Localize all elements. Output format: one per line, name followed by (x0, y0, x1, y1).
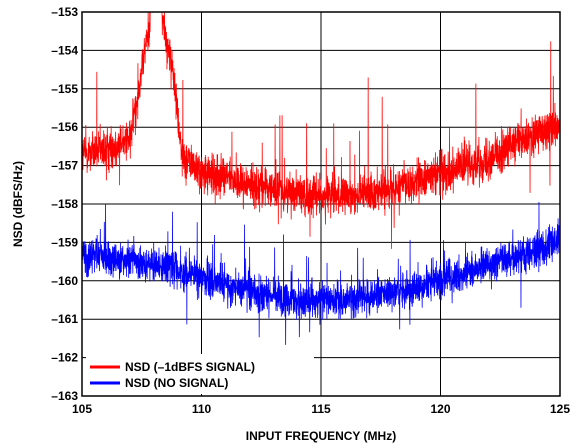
x-tick-label: 105 (72, 402, 92, 416)
y-tick-label: –160 (51, 274, 78, 288)
y-tick-label: –157 (51, 159, 78, 173)
y-tick-label: –153 (51, 5, 78, 19)
x-tick-label: 120 (430, 402, 450, 416)
legend-label-signal: NSD (–1dBFS SIGNAL) (125, 360, 255, 374)
y-tick-labels: –163 –162 –161 –160 –159 –158 –157 –156 –155 –154… (51, 5, 78, 403)
grid-lines (82, 12, 560, 396)
x-tick-label: 115 (311, 402, 331, 416)
y-axis-title: NSD (dBFS/Hz) (11, 161, 25, 247)
legend: NSD (–1dBFS SIGNAL) NSD (NO SIGNAL) (86, 354, 314, 394)
y-tick-label: –159 (51, 235, 78, 249)
y-tick-label: –154 (51, 43, 78, 57)
x-tick-labels: 105 110 115 120 125 (72, 402, 570, 416)
y-tick-label: –162 (51, 351, 78, 365)
plot-frame (81, 11, 561, 397)
y-tick-label: –161 (51, 312, 78, 326)
y-tick-label: –163 (51, 389, 78, 403)
legend-label-no-signal: NSD (NO SIGNAL) (125, 376, 228, 390)
y-tick-label: –155 (51, 82, 78, 96)
series-line-no-signal (81, 201, 561, 345)
x-tick-label: 110 (192, 402, 212, 416)
y-tick-label: –158 (51, 197, 78, 211)
x-axis-title: INPUT FREQUENCY (MHz) (246, 429, 396, 443)
y-tick-label: –156 (51, 120, 78, 134)
x-tick-label: 125 (550, 402, 570, 416)
legend-background (86, 354, 314, 394)
